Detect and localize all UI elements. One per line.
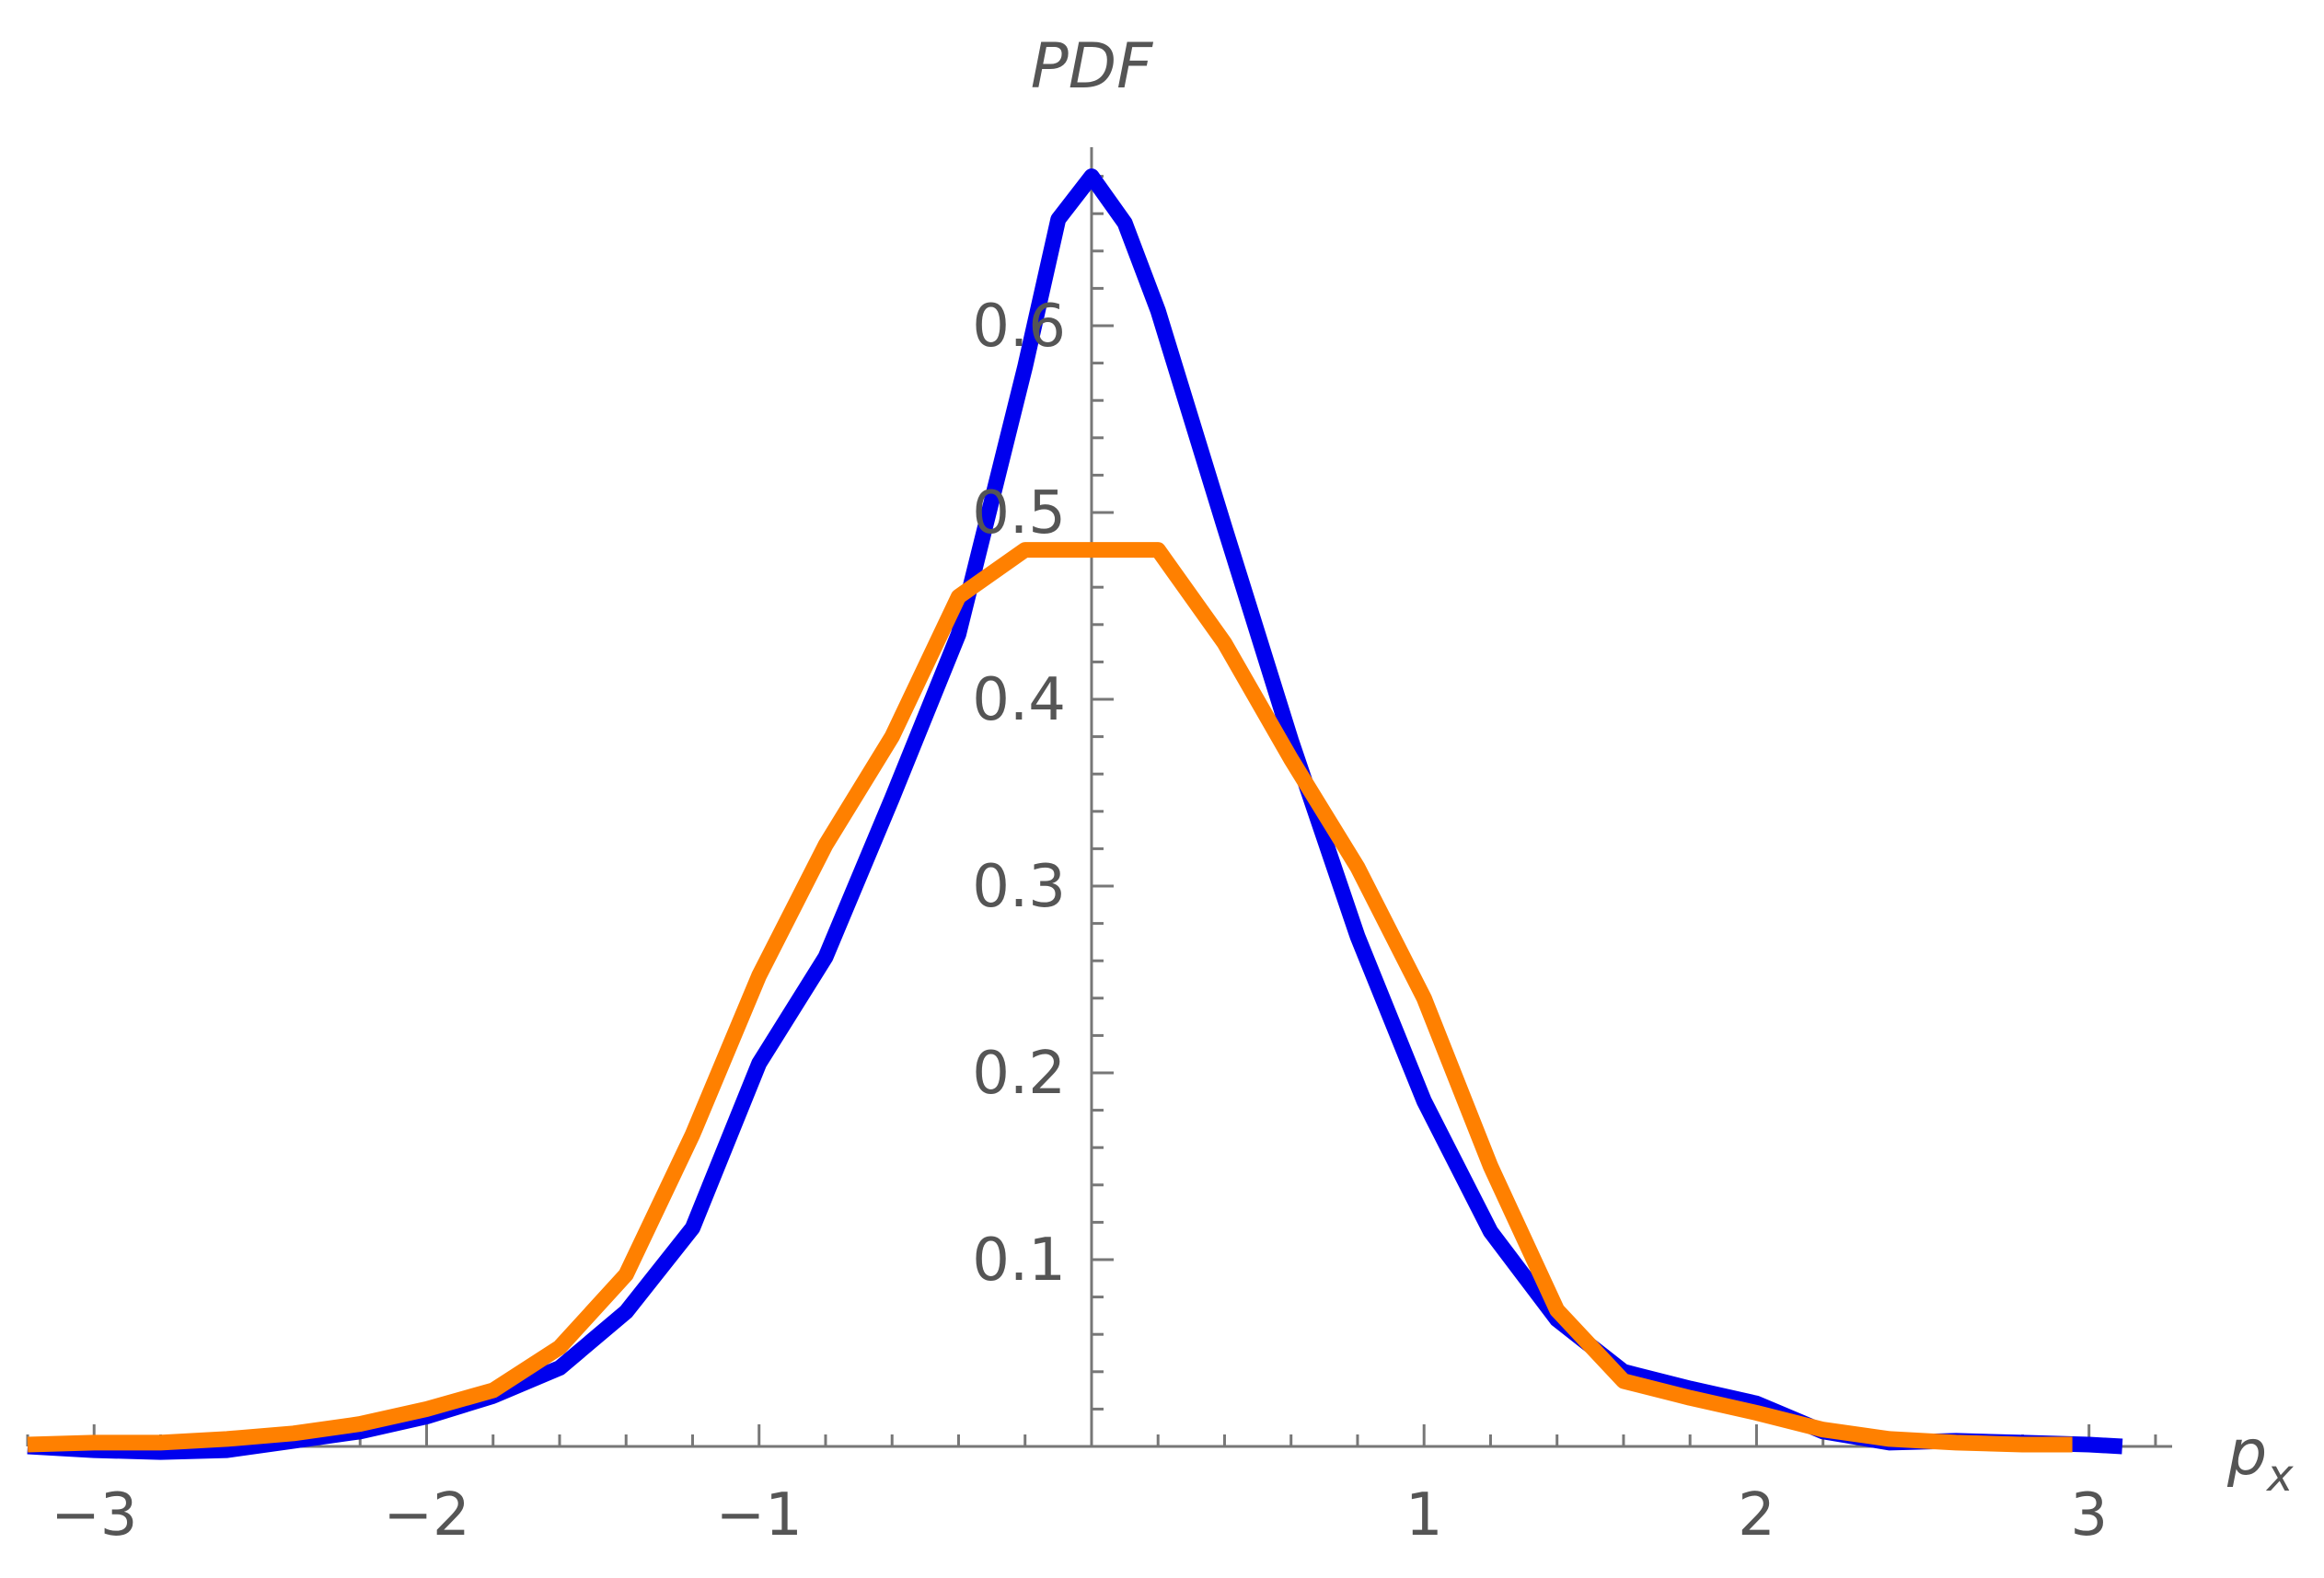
x-tick-label: 1: [1405, 1481, 1443, 1549]
ticks-layer: [26, 175, 2157, 1446]
x-tick-label: 3: [2070, 1481, 2108, 1549]
series-line-2: [27, 542, 2073, 1453]
x-axis-title: px: [2226, 1417, 2294, 1502]
y-tick-label: 0.1: [972, 1227, 1066, 1295]
y-axis-title: PDF: [1031, 30, 1153, 103]
series-line-1: [27, 168, 2123, 1460]
x-axis-title-subscript: x: [2265, 1450, 2294, 1502]
x-tick-label: −3: [51, 1481, 137, 1549]
labels-layer: −3 −2 −1 1 2 3 0.1 0.2 0.3 0.4 0.5 0.6: [51, 293, 2108, 1549]
x-tick-label: −1: [716, 1481, 803, 1549]
x-axis-title-main: p: [2226, 1417, 2267, 1490]
y-tick-label: 0.2: [972, 1040, 1066, 1108]
y-tick-label: 0.3: [972, 853, 1066, 921]
x-tick-label: 2: [1738, 1481, 1775, 1549]
y-tick-label: 0.6: [972, 293, 1066, 361]
y-tick-label: 0.4: [972, 666, 1066, 734]
series-layer: [27, 168, 2123, 1460]
x-tick-label: −2: [383, 1481, 469, 1549]
y-tick-label: 0.5: [972, 479, 1066, 547]
